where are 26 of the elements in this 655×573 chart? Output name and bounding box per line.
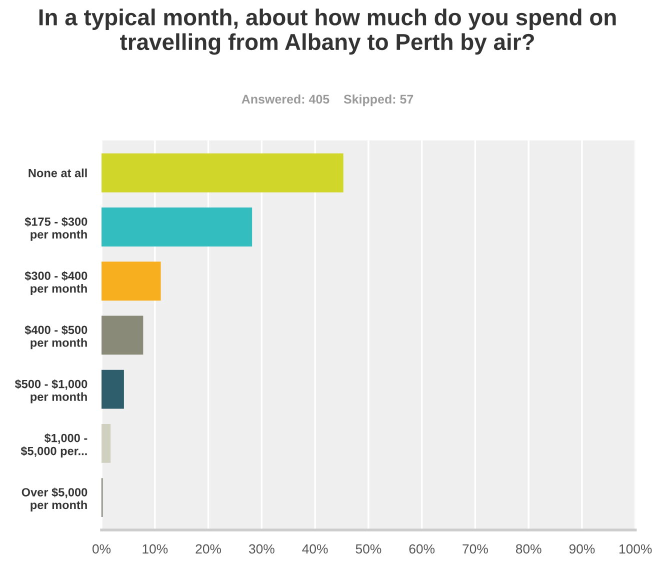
x-tick-label: 30% <box>248 544 274 554</box>
x-tick-label: 50% <box>356 544 382 554</box>
y-tick-label: $300 - $400 per month <box>24 271 88 296</box>
bar <box>102 207 252 246</box>
chart-title: In a typical month, about how much do you spend on travelling from Albany to Perth by air? <box>39 8 616 55</box>
bar <box>102 370 124 409</box>
y-tick-label: $1,000 - $5,000 per... <box>20 433 88 458</box>
x-tick-label: 10% <box>142 544 168 554</box>
y-tick-label: $400 - $500 per month <box>24 325 88 350</box>
x-tick-label: 20% <box>196 544 222 554</box>
y-tick-label: None at all <box>28 168 87 178</box>
y-tick-label: $500 - $1,000 per month <box>14 379 88 404</box>
x-tick-label: 80% <box>516 544 542 554</box>
x-tick-label: 90% <box>569 544 595 554</box>
x-tick-label: 60% <box>409 544 435 554</box>
x-tick-label: 100% <box>619 544 652 554</box>
bar <box>102 153 344 192</box>
y-tick-label: Over $5,000 per month <box>22 488 88 512</box>
x-tick-label: 70% <box>462 544 488 554</box>
y-tick-label: $175 - $300 per month <box>24 216 88 241</box>
bar <box>102 316 144 355</box>
chart-subtitle: Answered: 405 Skipped: 57 <box>242 94 414 106</box>
x-tick-label: 40% <box>302 544 328 554</box>
bar <box>102 424 111 463</box>
bar <box>102 262 161 301</box>
x-tick-label: 0% <box>92 544 111 554</box>
